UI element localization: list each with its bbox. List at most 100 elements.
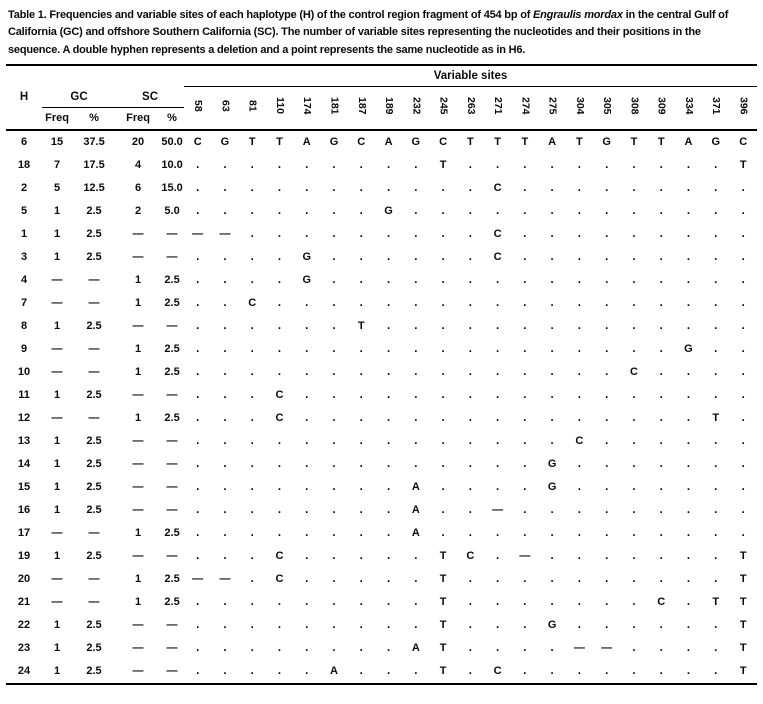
seq-cell-site-309: . [659, 365, 663, 378]
haplotype-row-11: 11 1 2.5— —... C................. [6, 384, 757, 407]
seq-cell-site-274: T [521, 135, 529, 148]
haplotype-id-cell: 12 [17, 411, 31, 424]
seq-cell-site-189: . [386, 227, 391, 240]
gc-freq-header: Freq [42, 107, 73, 131]
seq-cell-site-81: . [250, 526, 254, 539]
seq-cell-site-58: . [196, 250, 200, 263]
seq-cell-site-232: . [414, 388, 418, 401]
seq-cell-site-304: — [573, 641, 585, 654]
seq-cell-site-174: . [305, 503, 309, 516]
seq-cell-site-271: C [493, 227, 502, 240]
seq-cell-site-271: . [496, 273, 500, 286]
site-position-label: 181 [328, 96, 341, 115]
seq-cell-site-187: . [359, 457, 363, 470]
haplotype-row-2: 2 5 12.5 6 15.0........... C......... [6, 177, 757, 200]
seq-cell-site-181: . [332, 342, 336, 355]
seq-cell-site-309: . [659, 480, 663, 493]
seq-cell-site-304: T [576, 135, 583, 148]
seq-cell-site-187: . [359, 250, 363, 263]
seq-cell-site-189: . [386, 158, 391, 171]
seq-cell-site-396: . [741, 204, 745, 217]
seq-cell-site-309: . [659, 641, 663, 654]
haplotype-row-14: 14 1 2.5 — —............. G....... [6, 453, 757, 476]
seq-cell-site-305: . [605, 158, 609, 171]
seq-cell-site-58: . [196, 181, 200, 194]
seq-cell-site-263: . [468, 296, 472, 309]
seq-cell-site-110: . [277, 595, 282, 608]
seq-cell-site-396: . [741, 526, 745, 539]
seq-cell-site-245: . [441, 342, 445, 355]
seq-cell-site-174: . [305, 204, 309, 217]
seq-cell-site-63: . [223, 319, 227, 332]
seq-cell-site-274: . [523, 273, 527, 286]
seq-cell-site-334: . [686, 503, 691, 516]
seq-cell-site-174: . [305, 158, 309, 171]
sc-freq-cell: 6 [134, 181, 142, 194]
seq-cell-site-245: . [441, 434, 445, 447]
site-position-label: 263 [464, 96, 477, 115]
haplotype-frequency-table: Variable sites H GC SC 58 63 81 110 174 181 18… [6, 64, 757, 685]
seq-cell-site-81: . [250, 572, 254, 585]
seq-cell-site-274: . [523, 388, 527, 401]
seq-cell-site-181: . [332, 480, 336, 493]
seq-cell-site-174: . [305, 365, 309, 378]
gc-freq-cell: 1 [53, 319, 61, 332]
seq-cell-site-371: . [714, 365, 718, 378]
seq-cell-site-371: . [714, 319, 718, 332]
seq-cell-site-245: . [441, 526, 445, 539]
seq-cell-site-189: . [386, 526, 391, 539]
seq-cell-site-309: . [659, 158, 663, 171]
seq-cell-site-232: . [414, 457, 418, 470]
seq-cell-site-174: . [305, 319, 309, 332]
seq-cell-site-245: . [441, 204, 445, 217]
seq-cell-site-304: . [577, 549, 581, 562]
gc-pct-cell: 17.5 [83, 158, 105, 171]
seq-cell-site-63: . [223, 457, 227, 470]
seq-cell-site-81: . [250, 457, 254, 470]
seq-cell-site-58: — [192, 227, 204, 240]
site-position-label: 110 [273, 96, 286, 114]
seq-cell-site-232: . [414, 595, 418, 608]
seq-cell-site-189: . [386, 503, 391, 516]
haplotype-row-18: 18 7 17.5 4 10.0......... T.......... T [6, 154, 757, 177]
gc-pct-cell: 2.5 [86, 618, 102, 631]
seq-cell-site-245: . [441, 480, 445, 493]
seq-cell-site-396: . [741, 273, 745, 286]
seq-cell-site-305: . [605, 296, 609, 309]
seq-cell-site-305: . [605, 365, 609, 378]
seq-cell-site-304: . [577, 526, 581, 539]
site-position-label: 275 [546, 96, 559, 115]
seq-cell-site-58: . [196, 342, 200, 355]
seq-cell-site-110: . [277, 480, 282, 493]
site-position-label: 81 [246, 100, 259, 112]
seq-cell-site-189: G [384, 204, 393, 217]
seq-cell-site-305: . [605, 273, 609, 286]
seq-cell-site-309: . [659, 204, 663, 217]
seq-cell-site-305: . [605, 457, 609, 470]
seq-cell-site-309: . [659, 572, 663, 585]
seq-cell-site-271: . [496, 480, 500, 493]
haplotype-row-4: 4 — — 1 2.5.... G................ [6, 269, 757, 292]
seq-cell-site-275: . [550, 641, 554, 654]
sc-freq-cell: 1 [134, 273, 142, 286]
seq-cell-site-309: . [659, 342, 663, 355]
seq-cell-site-308: . [632, 503, 636, 516]
site-position-label: 304 [573, 96, 586, 115]
gc-pct-cell: 2.5 [86, 227, 102, 240]
site-position-header-245: 245 [429, 86, 457, 131]
sc-pct-cell: 2.5 [164, 342, 180, 355]
seq-cell-site-232: . [414, 365, 418, 378]
sc-freq-cell: 20 [131, 135, 145, 148]
seq-cell-site-334: . [686, 227, 691, 240]
seq-cell-site-232: G [411, 135, 421, 148]
seq-cell-site-58: . [196, 319, 200, 332]
seq-cell-site-274: . [523, 457, 527, 470]
seq-cell-site-263: . [468, 365, 472, 378]
seq-cell-site-371: T [712, 595, 720, 608]
seq-cell-site-110: . [277, 365, 282, 378]
seq-cell-site-63: . [223, 158, 227, 171]
seq-cell-site-274: . [523, 618, 527, 631]
seq-cell-site-334: . [686, 250, 691, 263]
gc-freq-cell: 1 [53, 457, 61, 470]
seq-cell-site-63: . [223, 250, 227, 263]
